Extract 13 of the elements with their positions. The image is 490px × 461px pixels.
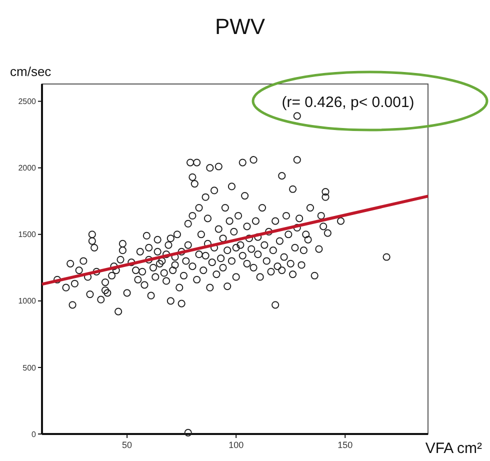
y-tick-label: 1500 xyxy=(18,230,37,240)
x-tick-label: 50 xyxy=(122,440,132,450)
y-axis-title: cm/sec xyxy=(10,64,52,79)
y-tick-label: 2500 xyxy=(18,97,37,106)
annotation: (r= 0.426, p< 0.001) xyxy=(282,94,414,111)
x-tick-label: 150 xyxy=(338,440,353,450)
y-tick-label: 500 xyxy=(22,363,37,372)
y-tick-label: 2000 xyxy=(18,164,37,173)
x-axis-title: VFA cm² xyxy=(425,440,482,457)
x-tick-label: 100 xyxy=(228,440,244,450)
chart-title: PWV xyxy=(214,14,266,39)
y-tick-label: 0 xyxy=(32,430,37,439)
y-tick-label: 1000 xyxy=(18,296,37,306)
